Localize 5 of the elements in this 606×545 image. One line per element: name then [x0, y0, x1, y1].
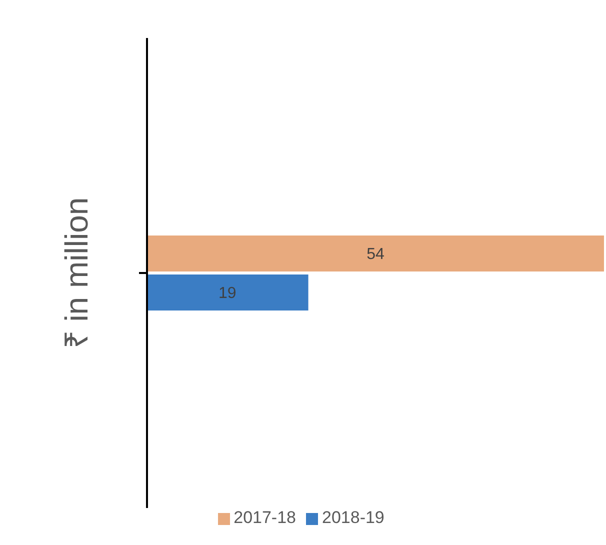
data-label: 19 — [218, 285, 236, 302]
y-axis-title: ₹ in million — [58, 197, 94, 349]
legend-label: 2018-19 — [322, 508, 384, 527]
data-label: 54 — [366, 246, 384, 264]
legend-label: 2017-18 — [234, 508, 296, 527]
